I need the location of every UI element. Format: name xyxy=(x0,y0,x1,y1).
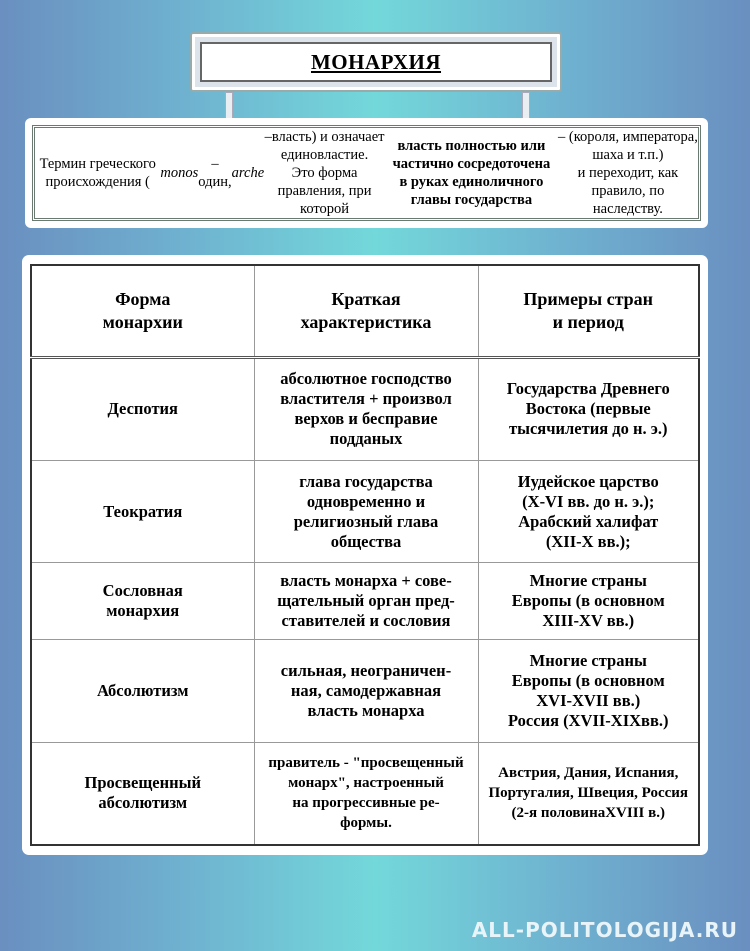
page-title: МОНАРХИЯ xyxy=(200,42,552,82)
table-row: Деспотия абсолютное господство властителя… xyxy=(30,356,700,462)
definition-box: Термин греческого происхождения (monos –… xyxy=(25,118,708,228)
header-characteristic: Краткая характеристика xyxy=(253,264,479,359)
examples-cell: Государства Древнего Востока (первые тыс… xyxy=(477,356,700,462)
header-examples: Примеры стран и период xyxy=(477,264,700,359)
examples-cell: Австрия, Дания, Испания, Португалия, Шве… xyxy=(477,741,700,846)
examples-cell: Многие страны Европы (в основном XVI-XVI… xyxy=(477,639,700,743)
characteristic-cell: абсолютное господство властителя + произ… xyxy=(253,356,479,462)
table-row: Абсолютизм сильная, неограничен- ная, сам… xyxy=(30,639,700,743)
sign-post-left xyxy=(225,92,233,120)
characteristic-cell: власть монарха + сове- щательный орган п… xyxy=(253,562,479,641)
characteristic-cell: сильная, неограничен- ная, самодержавная… xyxy=(253,639,479,743)
characteristic-cell: правитель - "просвещенный монарх", настр… xyxy=(253,741,479,846)
monarchy-forms-table: Форма монархии Краткая характеристика Пр… xyxy=(30,264,700,846)
form-cell: Просвещенный абсолютизм xyxy=(30,741,255,846)
table-row: Теократия глава государства одновременно … xyxy=(30,460,700,564)
sign-post-right xyxy=(522,92,530,120)
form-cell: Теократия xyxy=(30,460,255,564)
monarchy-table-panel: Форма монархии Краткая характеристика Пр… xyxy=(22,255,708,855)
site-watermark: ALL-POLITOLOGIJA.RU xyxy=(471,918,738,942)
form-cell: Деспотия xyxy=(30,356,255,462)
examples-cell: Многие страны Европы (в основном XIII-XV… xyxy=(477,562,700,641)
form-cell: Абсолютизм xyxy=(30,639,255,743)
form-cell: Сословная монархия xyxy=(30,562,255,641)
table-row: Сословная монархия власть монарха + сове-… xyxy=(30,562,700,641)
table-header-row: Форма монархии Краткая характеристика Пр… xyxy=(30,264,700,359)
header-form: Форма монархии xyxy=(30,264,255,359)
table-row: Просвещенный абсолютизм правитель - "прос… xyxy=(30,741,700,846)
definition-text: Термин греческого происхождения (monos –… xyxy=(32,125,701,221)
title-sign: МОНАРХИЯ xyxy=(190,32,562,92)
examples-cell: Иудейское царство (X-VI вв. до н. э.); А… xyxy=(477,460,700,564)
characteristic-cell: глава государства одновременно и религио… xyxy=(253,460,479,564)
